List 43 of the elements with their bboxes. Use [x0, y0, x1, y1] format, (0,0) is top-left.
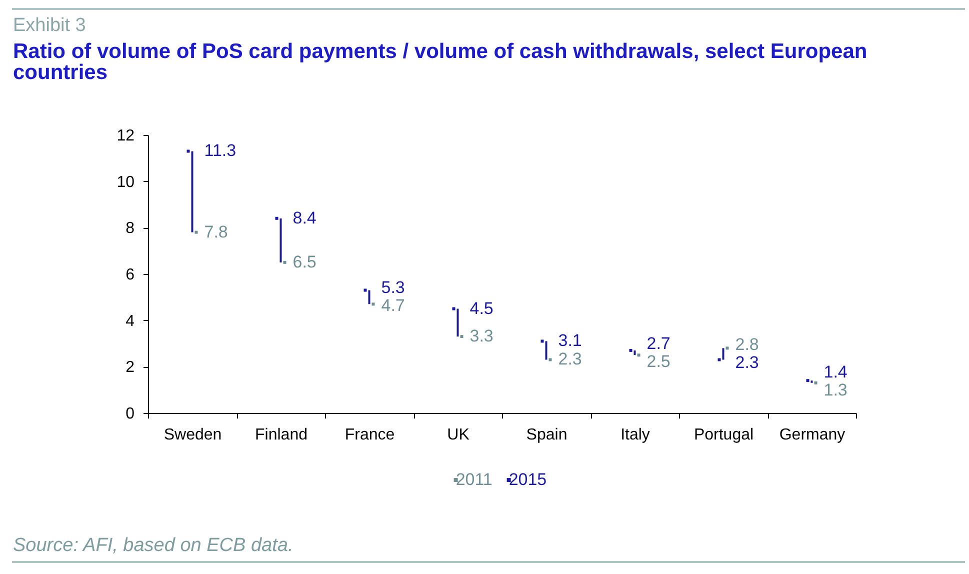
bar: [634, 350, 636, 356]
data-label: 1.4: [824, 362, 848, 382]
data-label: 2.5: [646, 352, 670, 371]
x-tick-label: Italy: [620, 426, 650, 444]
bar: [545, 341, 548, 360]
data-label: 2.3: [558, 350, 582, 369]
data-label: 4.7: [381, 296, 405, 316]
data-label: 3.1: [558, 331, 582, 350]
y-tick-label: 4: [126, 312, 135, 330]
data-label: 5.3: [381, 278, 405, 298]
x-tick-label: Sweden: [164, 426, 222, 444]
source-note: Source: AFI, based on ECB data.: [13, 535, 294, 557]
bar: [456, 308, 459, 337]
bar: [368, 290, 370, 304]
bar: [280, 218, 282, 262]
y-tick-label: 12: [116, 128, 135, 144]
bar: [191, 151, 194, 232]
data-label: 2.8: [735, 334, 759, 354]
y-tick-label: 6: [126, 266, 135, 284]
x-tick-label: UK: [447, 426, 470, 444]
legend-label: 2015: [508, 470, 547, 489]
y-tick-label: 10: [116, 174, 135, 191]
x-tick-label: Finland: [255, 426, 308, 444]
data-label: 8.4: [292, 208, 316, 228]
x-tick-label: Spain: [526, 426, 568, 444]
data-label: 6.5: [292, 252, 316, 272]
data-label: 2.3: [735, 352, 759, 372]
y-tick-label: 0: [126, 406, 135, 422]
data-label: 11.3: [204, 141, 236, 160]
data-label: 4.5: [470, 298, 494, 318]
x-tick-label: France: [344, 426, 395, 444]
data-label: 1.3: [824, 380, 848, 400]
x-tick-label: Germany: [779, 426, 846, 444]
data-label: 3.3: [470, 326, 494, 346]
data-label: 2.7: [646, 334, 670, 353]
chart-title: Ratio of volume of PoS card payments / volume of cash withdrawals, select European countries: [13, 40, 868, 84]
text: Exhibit 3: [13, 15, 87, 37]
y-tick-label: 2: [126, 359, 135, 376]
bar: [722, 348, 724, 360]
data-label: 7.8: [204, 222, 228, 242]
y-tick-label: 8: [126, 220, 135, 238]
x-tick-label: Portugal: [694, 426, 754, 444]
legend-label: 2011: [456, 470, 492, 489]
